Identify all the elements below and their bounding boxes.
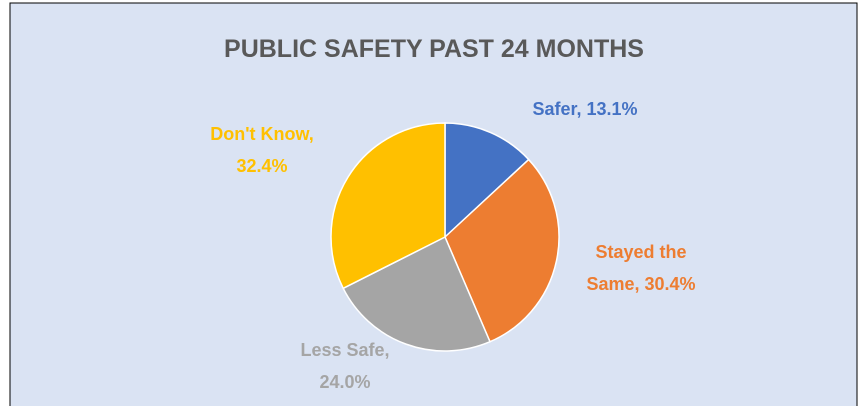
data-label-line: Stayed the: [595, 242, 686, 262]
data-label: Less Safe, 24.0%: [300, 340, 389, 392]
data-label-line: Don't Know,: [210, 124, 314, 144]
pie-slice: [444, 122, 530, 239]
data-label-line: Same, 30.4%: [586, 274, 695, 294]
pie-slice: [444, 158, 560, 343]
data-label: Don't Know, 32.4%: [210, 124, 314, 176]
data-label-line: 32.4%: [236, 156, 287, 176]
pie-slice: [330, 122, 446, 290]
chart-title: PUBLIC SAFETY PAST 24 MONTHS: [224, 35, 644, 63]
data-label: Stayed the Same, 30.4%: [586, 242, 695, 294]
data-label-line: Less Safe,: [300, 340, 389, 360]
data-label-line: 24.0%: [319, 372, 370, 392]
data-label: Safer, 13.1%: [532, 99, 637, 119]
pie-slice: [342, 235, 491, 352]
data-label-line: Safer, 13.1%: [532, 99, 637, 119]
